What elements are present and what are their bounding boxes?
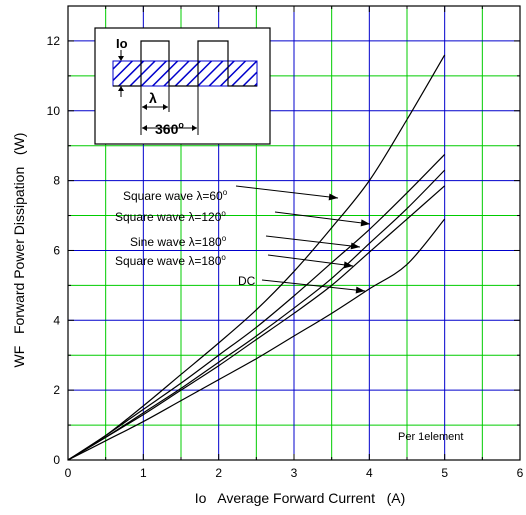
y-tick-label: 8 [53,174,60,188]
y-tick-label: 2 [53,383,60,397]
leader-line [261,279,366,292]
x-tick-label: 5 [441,466,448,480]
inset-lambda-arrowhead-right [163,104,168,110]
inset-period-label: 360o [155,120,184,137]
series-labels: Square wave λ=60o Square wave λ=120o Sin… [115,188,256,288]
curves [67,54,446,461]
y-tick-labels: 0 2 4 6 8 10 12 [47,34,61,467]
leader-line [274,211,371,225]
x-tick-label: 4 [366,466,373,480]
series-label-dc: DC [238,274,256,288]
inset-io-label: Io [116,36,128,51]
leader-line [235,185,339,199]
leader-arrowhead [355,286,365,294]
label-arrows [235,185,371,294]
x-tick-label: 1 [140,466,147,480]
inset-period-arrowhead-left [142,125,147,131]
x-tick-label: 2 [215,466,222,480]
y-tick-label: 10 [47,104,61,118]
x-tick-label: 3 [291,466,298,480]
leader-arrowhead [360,219,370,227]
inset-pulse-train [113,40,257,87]
series-label-sine180: Sine wave λ=180o [130,234,227,249]
leader-arrowhead [350,242,360,250]
per-element-note: Per 1element [398,431,463,443]
series-label-sq60: Square wave λ=60o [123,188,228,203]
curve-square-120 [67,154,446,461]
leader-arrowhead [328,193,338,201]
x-tick-label: 0 [65,466,72,480]
series-label-sq120: Square wave λ=120o [115,209,226,224]
y-tick-label: 4 [53,313,60,327]
x-axis-title: Io Average Forward Current (A) [195,490,406,506]
inset-lambda-arrowhead-left [142,104,147,110]
grid-major [68,6,520,460]
inset-lambda-label: λ [149,90,157,106]
curve-sine-180 [67,169,446,461]
y-tick-label: 6 [53,243,60,257]
inset-period-arrowhead-right [192,125,197,131]
inset-hatched-band [112,60,258,87]
curve-square-60 [67,54,446,461]
leader-arrowhead [343,261,353,269]
x-tick-label: 6 [517,466,524,480]
inset-io-arrowhead-top [118,56,124,61]
curve-dc [67,218,446,461]
leader-line [265,235,361,248]
curve-square-180 [67,185,446,461]
x-tick-labels: 0 1 2 3 4 5 6 [65,466,524,480]
leader-line [267,254,354,267]
y-axis-title: WF Forward Power Dissipation (W) [11,133,27,368]
series-label-sq180: Square wave λ=180o [115,253,226,268]
inset-waveform: Io λ 360o [94,27,271,145]
y-tick-label: 12 [47,34,61,48]
inset-io-arrowhead-bottom [118,86,124,91]
y-tick-label: 0 [53,453,60,467]
